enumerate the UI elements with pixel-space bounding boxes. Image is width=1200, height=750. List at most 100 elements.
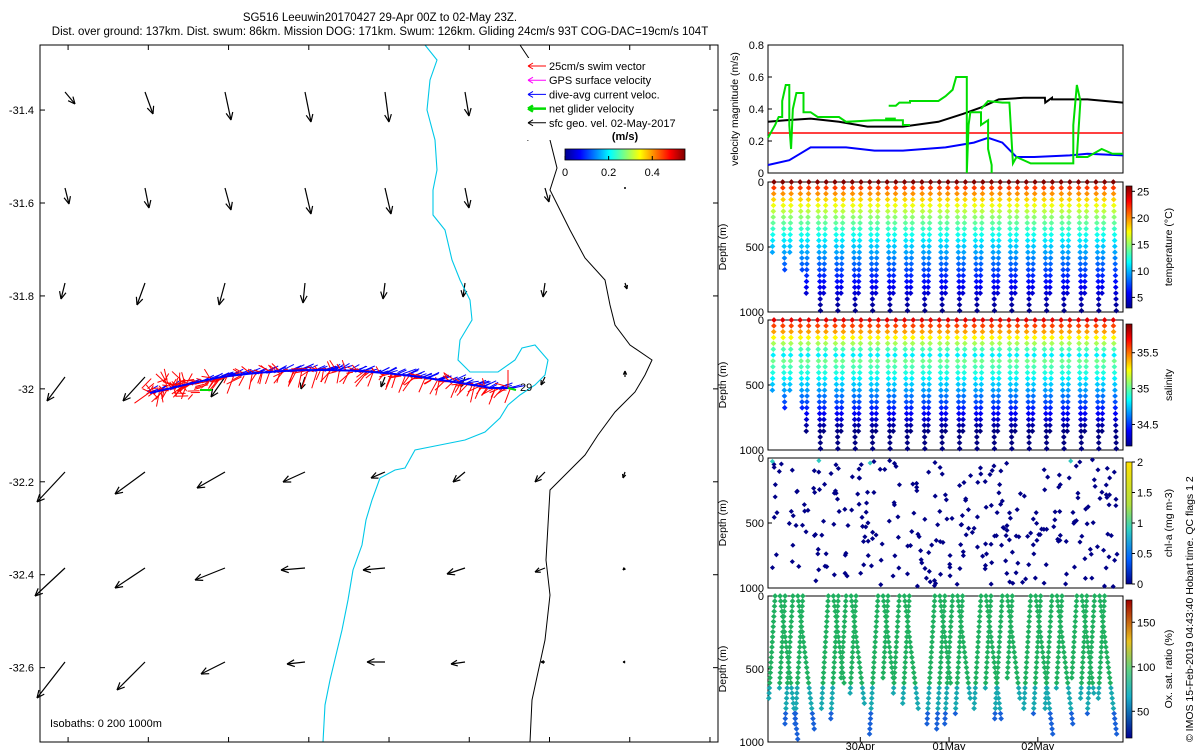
profile-sample xyxy=(909,237,915,244)
waypoint-label: 29 xyxy=(520,382,532,394)
profile-sample xyxy=(909,196,916,203)
profile-sample xyxy=(890,278,897,285)
depth-axis-label: Depth (m) xyxy=(717,224,729,271)
vel-y-tick-label: 0.6 xyxy=(749,72,764,84)
profile-sample xyxy=(770,208,777,215)
profile-sample xyxy=(1006,179,1012,185)
geo-vector-arrow-head xyxy=(36,689,45,699)
profile-sample xyxy=(944,214,951,220)
profile-sample xyxy=(821,249,828,256)
swim-vector xyxy=(301,370,309,388)
profile-sample xyxy=(996,202,1003,209)
profile-sample xyxy=(909,202,916,209)
colorbar-tick-label: 150 xyxy=(1137,617,1155,629)
profile-sample xyxy=(787,220,794,226)
profile-sample xyxy=(833,225,839,232)
swim-vector xyxy=(141,378,152,389)
profile-sample xyxy=(838,272,845,279)
colorbar-label: Ox. sat. ratio (%) xyxy=(1163,630,1175,709)
profile-sample xyxy=(804,225,811,232)
profile-sample xyxy=(903,237,909,244)
profile-sample xyxy=(869,290,876,296)
swim-vector xyxy=(194,384,209,389)
profile-sample xyxy=(838,278,845,285)
profile-sample xyxy=(919,196,926,203)
profile-sample xyxy=(798,249,805,256)
profile-sample xyxy=(839,255,845,261)
profile-sample xyxy=(849,185,856,191)
swim-vector xyxy=(238,375,245,386)
profile-sample xyxy=(840,190,847,197)
geo-vector-arrow xyxy=(540,376,546,386)
profile-sample xyxy=(955,243,962,250)
profile-sample xyxy=(991,296,998,302)
profile-sample xyxy=(920,243,927,250)
swim-vector xyxy=(149,389,157,398)
profile-sample xyxy=(799,266,805,273)
profile-sample xyxy=(960,266,967,273)
geo-vector-arrow-head xyxy=(540,379,546,386)
profile-sample xyxy=(781,266,788,273)
profile-sample xyxy=(927,202,933,209)
profile-sample xyxy=(1007,220,1013,226)
colorbar-tick-label: 35.5 xyxy=(1137,348,1158,360)
profile-sample xyxy=(961,243,967,250)
swim-vector xyxy=(494,382,507,387)
legend-label: dive-avg current veloc. xyxy=(549,89,660,101)
geo-vector-arrow-head xyxy=(286,659,296,668)
profile-sample xyxy=(920,231,926,238)
colorbar-tick-label: 5 xyxy=(1137,292,1143,304)
profile-sample xyxy=(884,179,890,185)
profile-sample xyxy=(834,296,841,302)
profile-sample xyxy=(990,266,997,273)
profile-sample xyxy=(851,278,858,285)
profile-sample xyxy=(840,179,847,185)
profile-sample xyxy=(971,208,978,215)
dac-vector xyxy=(422,372,432,378)
velocity-magnitude-panel: 0 0.2 0.4 0.6 0.8 velocity magnitude (m/s) xyxy=(729,40,1124,180)
profile-sample xyxy=(833,249,840,256)
geo-vector-arrow xyxy=(114,567,146,589)
swim-vector xyxy=(450,383,458,398)
profile-sample xyxy=(973,266,979,273)
profile-sample xyxy=(956,290,963,296)
profile-sample xyxy=(832,185,838,191)
profile-sample xyxy=(788,179,795,185)
profile-sample xyxy=(820,290,827,296)
profile-sample xyxy=(805,214,811,220)
profile-sample xyxy=(926,255,932,261)
profile-sample xyxy=(866,179,873,185)
profile-sample xyxy=(954,225,961,232)
profile-sample xyxy=(852,290,858,296)
profile-sample xyxy=(886,290,893,296)
profile-sample xyxy=(954,196,960,203)
profile-sample xyxy=(938,266,945,273)
dac-vector xyxy=(510,385,525,389)
depth-axis-label: Depth (m) xyxy=(717,646,729,693)
profile-sample xyxy=(856,272,862,279)
geo-vector-arrow xyxy=(450,661,466,665)
profile-sample xyxy=(910,190,916,197)
swim-vector xyxy=(418,376,427,393)
swim-vector xyxy=(171,381,182,390)
profile-sample xyxy=(823,179,830,185)
profile-sample xyxy=(833,261,840,267)
profile-sample xyxy=(891,225,898,232)
geo-vector-arrow-head xyxy=(362,565,371,574)
geo-vector-arrow-head xyxy=(540,290,548,298)
profile-sample xyxy=(805,190,812,197)
swim-vector xyxy=(454,377,460,383)
swim-vector xyxy=(411,373,416,376)
profile-sample xyxy=(857,225,863,232)
profile-sample xyxy=(816,249,822,256)
profile-sample xyxy=(867,220,874,226)
profile-sample xyxy=(996,196,1003,203)
profile-sample xyxy=(925,266,932,273)
swim-vector xyxy=(288,371,297,385)
profile-sample xyxy=(1008,290,1015,296)
profile-sample xyxy=(850,237,857,244)
profile-sample xyxy=(884,190,891,197)
geo-vector-arrow-head xyxy=(370,472,379,479)
profile-sample xyxy=(855,278,862,285)
